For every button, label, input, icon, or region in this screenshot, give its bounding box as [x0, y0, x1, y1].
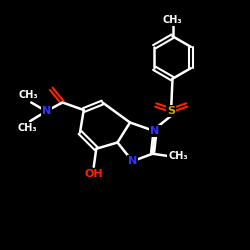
- Text: CH₃: CH₃: [18, 123, 37, 133]
- Text: CH₃: CH₃: [18, 90, 38, 101]
- Text: N: N: [128, 156, 137, 166]
- Text: N: N: [150, 126, 160, 136]
- Text: CH₃: CH₃: [163, 15, 182, 25]
- Text: CH₃: CH₃: [168, 151, 188, 161]
- Text: S: S: [167, 106, 175, 116]
- Text: OH: OH: [84, 169, 103, 179]
- Text: N: N: [42, 106, 51, 116]
